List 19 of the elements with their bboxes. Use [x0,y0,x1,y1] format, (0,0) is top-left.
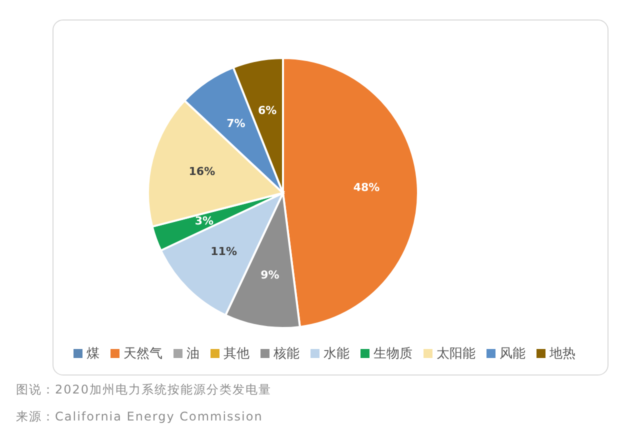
data-label: 48% [353,180,380,194]
data-label: 11% [210,245,237,258]
data-label: 16% [188,165,216,178]
legend-label: 核能 [272,346,300,362]
text: 图说：2020加州电力系统按能源分类发电量 [16,382,272,396]
legend-label: 天然气 [124,346,162,362]
legend-label: 风能 [500,346,526,362]
data-label: 9% [260,268,280,282]
legend-label: 地热 [548,346,576,362]
legend-label: 生物质 [374,346,412,362]
legend-label: 水能 [324,346,350,362]
data-label: 7% [226,116,246,130]
data-label: 6% [258,104,277,117]
legend-label: 油 [186,346,200,362]
legend-label: 煤 [86,346,100,362]
legend-label: 太阳能 [436,346,476,362]
data-label: 3% [194,214,214,228]
source-note: 来源：California Energy Commission [16,409,263,424]
legend-label: 其他 [224,346,250,362]
